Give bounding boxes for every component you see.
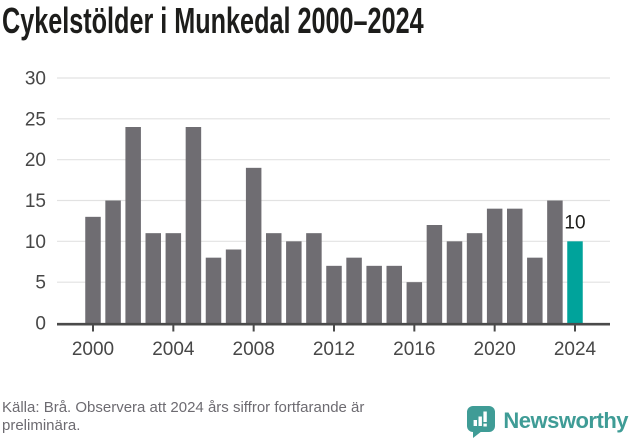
bar-2017 [426,225,443,323]
bar-2023 [547,200,563,323]
y-tick-label-0: 0 [35,314,46,335]
bar-2014 [366,265,382,323]
x-tick-label-2000: 2000 [72,339,114,360]
newsworthy-wordmark: Newsworthy [503,408,628,433]
highlight-value-label: 10 [564,212,585,233]
bar-2024 [567,241,583,323]
bar-2013 [346,257,362,323]
newsworthy-icon [467,406,496,438]
y-tick-label-5: 5 [35,273,46,294]
x-tick-label-2012: 2012 [313,339,355,360]
x-tick-label-2024: 2024 [554,339,597,360]
bar-2010 [286,241,302,323]
bar-2001 [105,200,121,323]
source-note: Källa: Brå. Observera att 2024 års siffr… [2,399,365,434]
chart-title: Cykelstölder i Munkedal 2000–2024 [2,0,424,41]
x-tick-label-2004: 2004 [152,339,195,360]
bar-chart: 0 5 10 15 20 25 30 2000 2004 2008 2012 2016 2020 2024… [25,69,610,360]
bar-2005 [185,127,202,323]
bar-2015 [386,265,402,323]
x-tick-label-2008: 2008 [233,339,275,360]
bar-2021 [506,208,523,323]
bar-2000 [85,216,101,323]
y-tick-label-30: 30 [25,69,46,90]
bar-2007 [225,249,242,323]
x-tick-label-2016: 2016 [393,339,435,360]
bar-2022 [527,257,543,323]
y-tick-label-25: 25 [25,109,46,130]
x-tick-label-2020: 2020 [474,339,516,360]
bar-2020 [486,208,503,323]
bar-2012 [326,265,342,323]
bar-2009 [265,233,282,323]
newsworthy-logo: Newsworthy [466,404,628,438]
y-tick-label-15: 15 [25,191,46,212]
bar-2011 [306,233,322,323]
bar-2002 [125,127,141,323]
y-tick-label-20: 20 [25,150,46,171]
bar-2004 [165,233,182,323]
bar-2006 [205,257,222,323]
y-tick-label-10: 10 [25,232,46,253]
bar-2018 [446,241,463,323]
bar-2003 [145,233,161,323]
bar-2016 [406,282,423,323]
bar-2008 [245,167,262,323]
bar-2019 [466,233,483,323]
